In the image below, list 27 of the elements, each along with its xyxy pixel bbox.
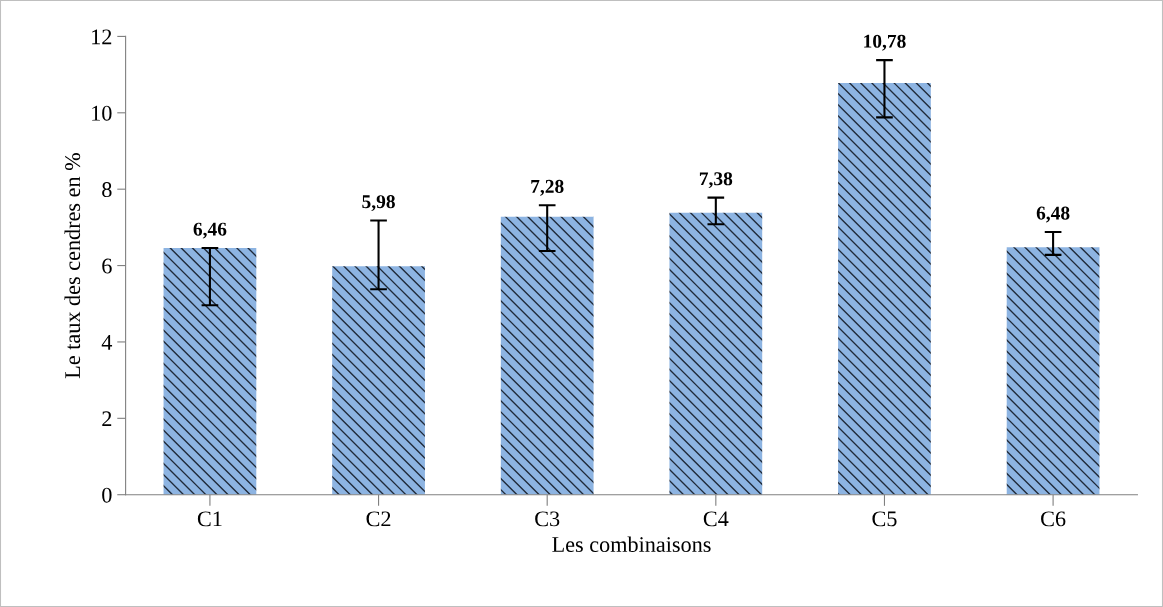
y-axis-title: Le taux des cendres en % bbox=[64, 153, 81, 379]
y-tick-label: 0 bbox=[102, 487, 112, 503]
bar bbox=[500, 216, 594, 495]
y-tick-label: 12 bbox=[92, 29, 112, 45]
x-tick-label: C1 bbox=[197, 511, 222, 527]
data-label: 10,78 bbox=[864, 34, 906, 51]
y-tick-label: 8 bbox=[102, 182, 112, 198]
x-tick-label: C3 bbox=[535, 511, 560, 527]
x-axis-title: Les combinaisons bbox=[552, 536, 711, 553]
x-tick-label: C6 bbox=[1041, 511, 1066, 527]
x-tick-label: C4 bbox=[703, 511, 729, 527]
y-tick-label: 6 bbox=[102, 258, 112, 274]
data-label: 6,46 bbox=[193, 222, 227, 239]
x-tick-label: C2 bbox=[366, 511, 391, 527]
bar bbox=[838, 83, 931, 495]
x-tick-label: C5 bbox=[872, 511, 897, 527]
y-tick-label: 2 bbox=[102, 411, 112, 427]
bar bbox=[163, 247, 257, 495]
bar bbox=[332, 266, 425, 495]
bar bbox=[1006, 247, 1100, 495]
y-tick-label: 10 bbox=[92, 105, 112, 121]
y-tick-label: 4 bbox=[101, 335, 113, 350]
data-label: 7,38 bbox=[699, 172, 733, 189]
data-label: 5,98 bbox=[362, 195, 395, 212]
data-label: 6,48 bbox=[1036, 206, 1070, 223]
data-label: 7,28 bbox=[531, 179, 564, 196]
bar bbox=[669, 212, 763, 495]
